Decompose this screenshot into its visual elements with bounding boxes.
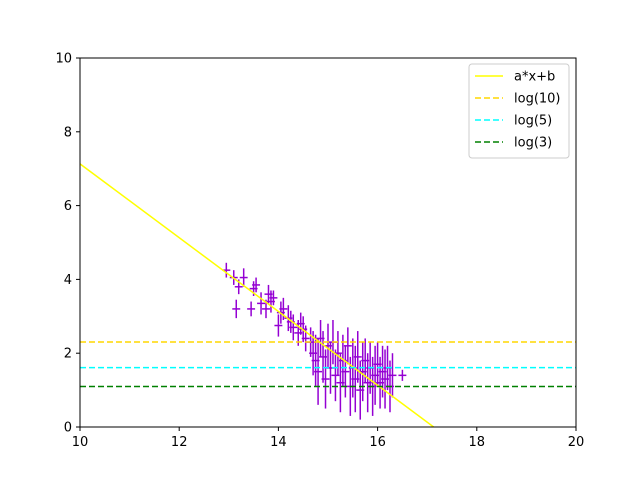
- data-point: [257, 292, 266, 315]
- data-point: [343, 327, 352, 365]
- legend: a*x+b log(10) log(5) log(3): [468, 63, 570, 159]
- legend-label: a*x+b: [514, 70, 555, 85]
- data-point: [388, 353, 397, 398]
- legend-label: log(5): [514, 114, 552, 129]
- data-point: [398, 369, 407, 381]
- data-point: [353, 331, 362, 383]
- x-axis: 10 12 14 16 18 20: [72, 427, 585, 450]
- x-tick-label: 12: [171, 435, 188, 450]
- y-axis: 0 2 4 6 8 10: [55, 52, 80, 436]
- axes-frame: [79, 57, 577, 428]
- series-line-0: [80, 163, 435, 427]
- data-point: [279, 297, 288, 320]
- x-tick-label: 14: [270, 435, 287, 450]
- data-point: [274, 314, 283, 337]
- y-tick-label: 10: [55, 52, 72, 67]
- legend-label: log(3): [514, 136, 552, 151]
- data-point: [321, 349, 330, 409]
- data-point: [301, 325, 310, 352]
- data-point: [252, 277, 261, 293]
- legend-label: log(10): [514, 92, 561, 107]
- y-tick-label: 8: [64, 125, 72, 140]
- x-tick-label: 10: [72, 435, 89, 450]
- x-tick-label: 16: [369, 435, 386, 450]
- legend-box: [468, 63, 570, 159]
- data-point: [314, 338, 323, 405]
- data-point: [247, 301, 256, 317]
- data-point: [289, 314, 298, 341]
- y-tick-label: 4: [64, 273, 72, 288]
- data-point: [239, 268, 248, 287]
- y-tick-label: 0: [64, 421, 72, 436]
- y-tick-label: 6: [64, 199, 72, 214]
- plot-area: [80, 163, 576, 427]
- data-point: [269, 290, 278, 306]
- y-tick-label: 2: [64, 347, 72, 362]
- x-tick-label: 18: [469, 435, 486, 450]
- x-tick-label: 20: [568, 435, 585, 450]
- data-point: [232, 299, 241, 319]
- data-point: [341, 345, 350, 398]
